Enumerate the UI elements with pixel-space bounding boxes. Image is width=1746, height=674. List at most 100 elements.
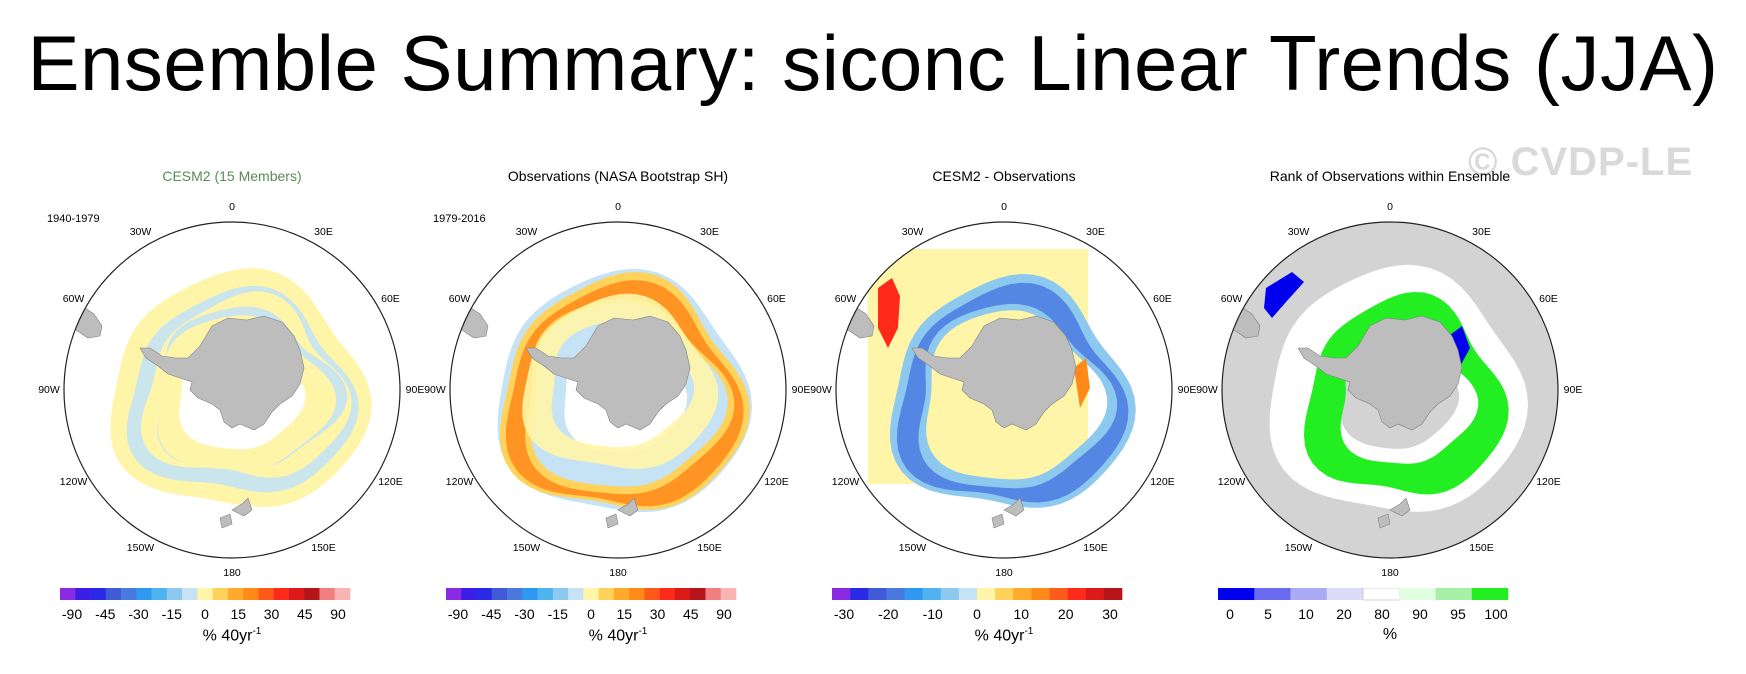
colorbar-tick-label: -20 (878, 606, 898, 622)
colorbar-swatch (304, 588, 320, 600)
units-base: % (1382, 626, 1398, 643)
colorbar-swatch (850, 588, 869, 600)
longitude-label: 120E (764, 475, 789, 488)
longitude-label: 180 (995, 567, 1013, 579)
colorbar-swatch (674, 588, 691, 600)
longitude-label: 90E (405, 384, 425, 396)
polar-map (835, 221, 1173, 559)
colorbar-swatch (1049, 588, 1068, 600)
colorbar-tick-label: -45 (95, 606, 115, 622)
longitude-label: 0 (1387, 201, 1393, 213)
colorbar-swatch (288, 588, 305, 600)
new-zealand-landmass (219, 497, 253, 529)
colorbar-tick-label: 30 (650, 606, 666, 622)
map-panel-3: CESM2 - Observations 0 30E 60E 90E 120E 150E 18… (810, 160, 1197, 660)
colorbar-swatch (182, 588, 198, 600)
longitude-label: 30E (1086, 225, 1105, 238)
longitude-label: 120W (445, 475, 474, 488)
colorbar-tick-label: -30 (834, 606, 854, 622)
colorbar-swatch (659, 588, 676, 600)
colorbar-swatch (151, 588, 168, 600)
colorbar-swatch (507, 588, 523, 600)
longitude-label: 30W (901, 225, 924, 238)
colorbar-swatch (491, 588, 508, 600)
colorbar-tick-label: -30 (128, 606, 148, 622)
polar-map (1221, 221, 1559, 559)
colorbar-tick-label: -90 (62, 606, 82, 622)
globe-border (835, 221, 1173, 559)
longitude-label: 150W (126, 542, 155, 555)
longitude-label: 30E (1472, 225, 1491, 238)
colorbar-swatch (1067, 588, 1087, 600)
longitude-label: 30E (700, 225, 719, 238)
longitude-label: 0 (1001, 201, 1007, 213)
colorbar-tick-label: 45 (683, 606, 699, 622)
colorbar-swatch (1471, 588, 1509, 600)
new-zealand-landmass (991, 497, 1025, 529)
longitude-label: 60W (448, 292, 471, 305)
colorbar-units: % 40yr-1 (814, 626, 1194, 645)
colorbar-tick-label: 0 (587, 606, 595, 622)
colorbar-swatch (1085, 588, 1105, 600)
longitude-label: 150E (1083, 542, 1108, 555)
longitude-label: 60W (62, 292, 85, 305)
colorbar-swatch (1218, 588, 1255, 600)
panel-title: Observations (NASA Bootstrap SH) (507, 168, 729, 184)
map-panel-2: Observations (NASA Bootstrap SH) 1979-201… (424, 160, 810, 660)
colorbar-tick-label: 90 (330, 606, 346, 622)
colorbar-swatch (197, 588, 213, 600)
longitude-label: 30E (314, 225, 333, 238)
colorbar-swatch (904, 588, 923, 600)
colorbar-swatch (273, 588, 290, 600)
colorbar-tick-label: 100 (1484, 606, 1508, 622)
period-label: 1979-2016 (433, 213, 486, 225)
colorbar-swatch (227, 588, 244, 600)
colorbar-tick-label: 20 (1336, 606, 1352, 622)
new-zealand-landmass (605, 497, 639, 529)
colorbar-tick-label: -15 (162, 606, 182, 622)
colorbar-tick-label: 45 (297, 606, 313, 622)
antarctica-landmass (911, 315, 1077, 431)
colorbar-swatch (476, 588, 493, 600)
colorbar-swatch (1326, 588, 1364, 600)
colorbar-swatch (1362, 588, 1400, 601)
colorbar-swatch (613, 588, 630, 600)
colorbar-swatch (1435, 588, 1473, 600)
colorbar-tick-label: 15 (231, 606, 247, 622)
colorbar-swatch (75, 588, 91, 600)
longitude-label: 90W (38, 384, 60, 396)
page-title: Ensemble Summary: siconc Linear Trends (… (27, 19, 1719, 107)
colorbar-tick-label: -15 (548, 606, 568, 622)
longitude-label: 90E (1177, 384, 1197, 396)
longitude-label: 90W (1196, 384, 1218, 396)
longitude-label: 90W (424, 384, 446, 396)
colorbar-tick-label: 30 (264, 606, 280, 622)
colorbar-swatch (720, 588, 737, 600)
colorbar-tick-label: 30 (1102, 606, 1118, 622)
colorbar: 0 5 10 20 80 90 95 100 (1218, 588, 1509, 622)
longitude-label: 60W (1220, 292, 1243, 305)
colorbar-tick-label: 95 (1450, 606, 1466, 622)
longitude-label: 120W (831, 475, 860, 488)
colorbar-swatch (212, 588, 229, 600)
panel-title: CESM2 (15 Members) (162, 168, 302, 184)
longitude-label: 90E (1563, 384, 1583, 396)
longitude-label: 0 (615, 201, 621, 213)
units-base: % 40yr (974, 627, 1025, 645)
colorbar-swatch (958, 588, 978, 600)
colorbar-swatch (583, 588, 599, 600)
sea-ice-trend-field (110, 268, 372, 508)
colorbar-tick-label: 0 (973, 606, 981, 622)
colorbar-tick-label: -90 (448, 606, 468, 622)
new-zealand-landmass (1377, 497, 1411, 529)
longitude-label: 60E (767, 292, 786, 305)
colorbar-tick-label: 20 (1058, 606, 1074, 622)
colorbar-swatch (568, 588, 584, 600)
colorbar-units: % 40yr-1 (428, 626, 808, 645)
colorbar-swatch (537, 588, 554, 600)
longitude-label: 120E (1536, 475, 1561, 488)
colorbar-swatch (1103, 588, 1123, 600)
map-panel-1: CESM2 (15 Members) 1940-1979 0 30E 60E 90E 120… (38, 160, 425, 660)
colorbar-swatch (243, 588, 259, 600)
longitude-label: 150W (898, 542, 927, 555)
